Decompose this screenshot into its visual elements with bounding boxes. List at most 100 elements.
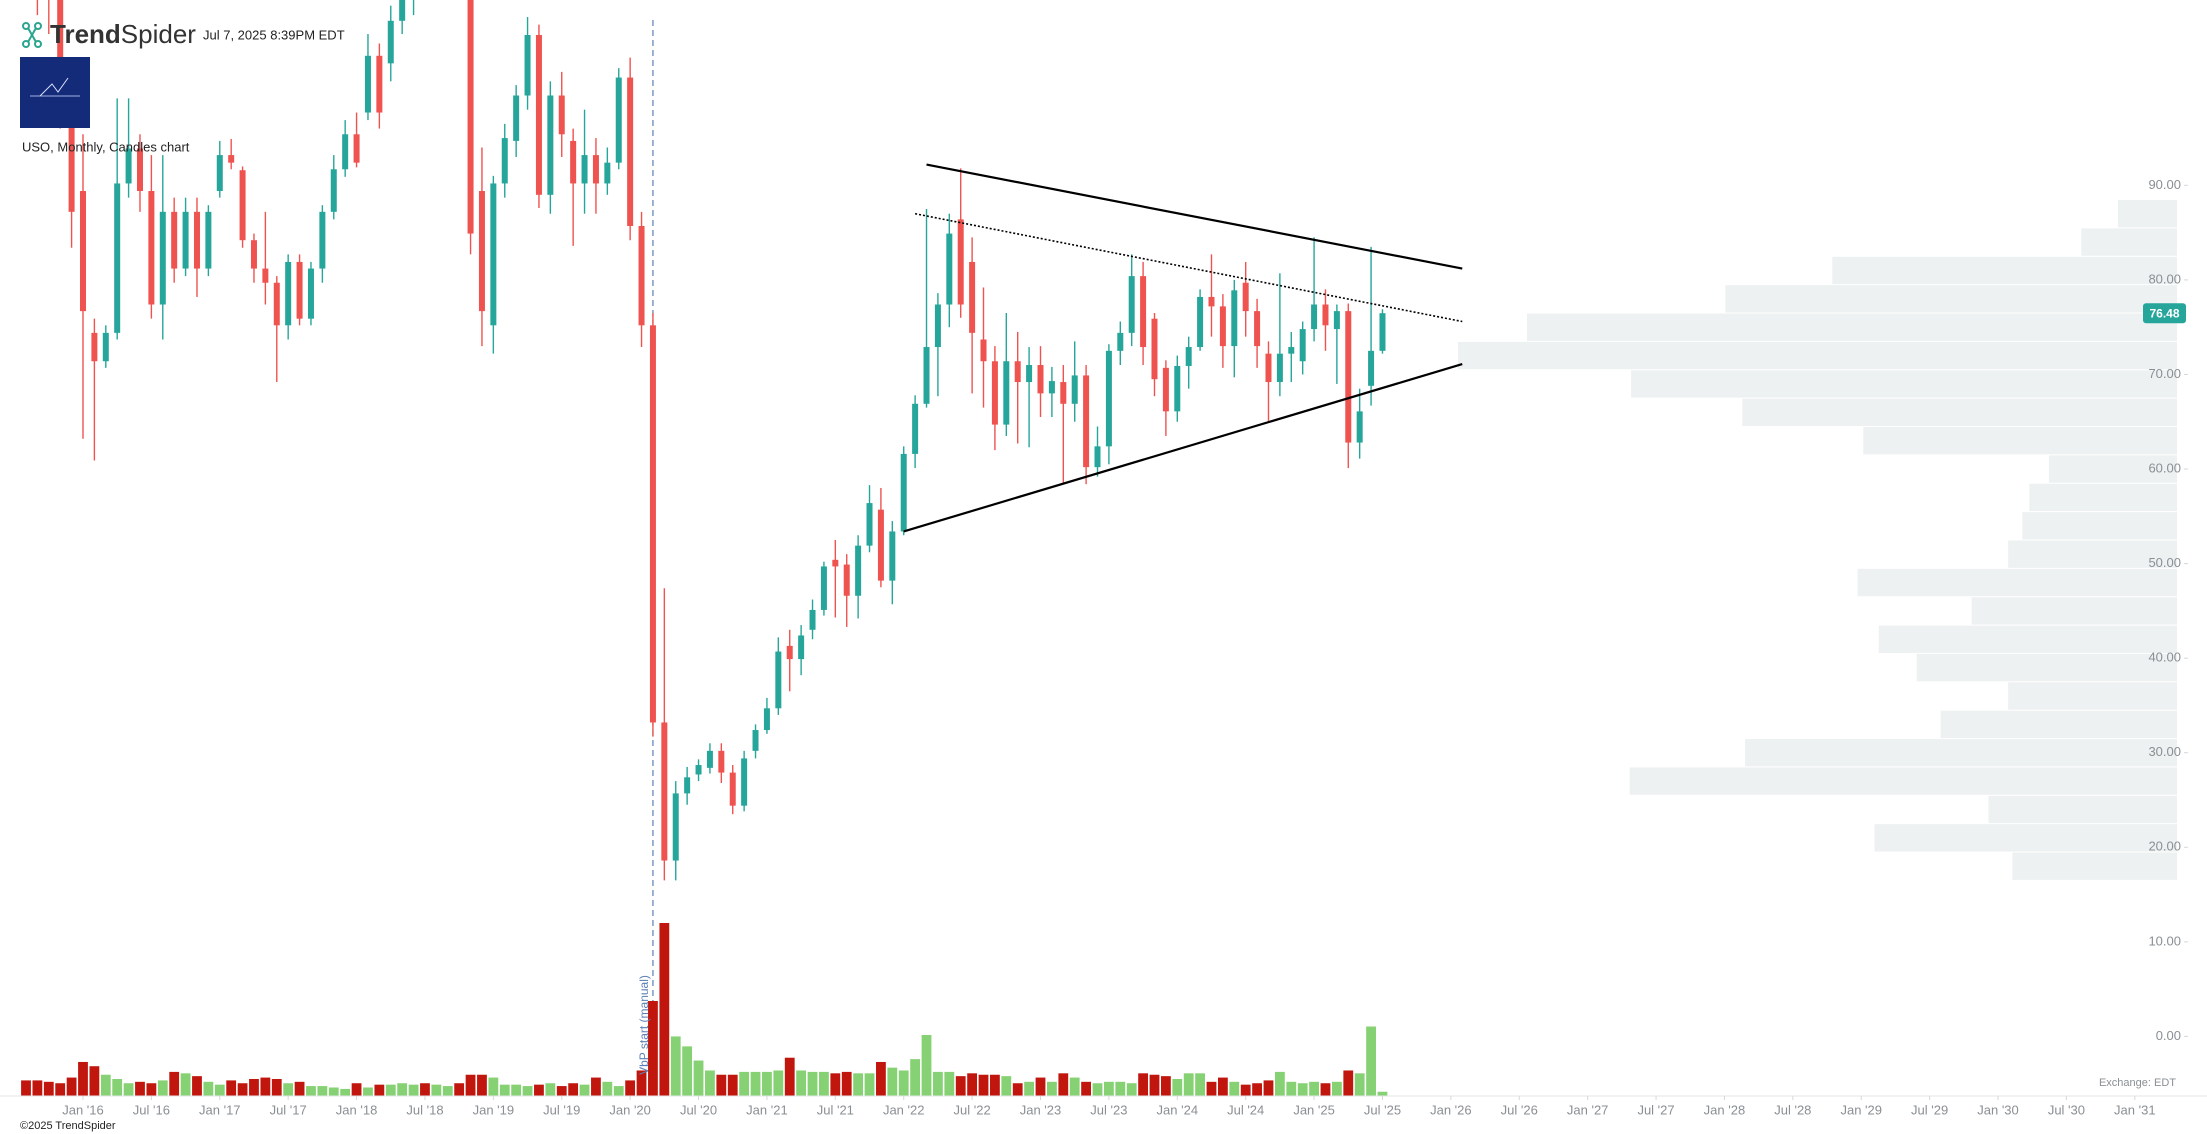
profile-bar (1458, 341, 2177, 370)
volume-bar (146, 1083, 157, 1096)
x-tick-label: Jan '29 (1840, 1102, 1882, 1117)
candle-body (1140, 276, 1147, 348)
volume-bar (1195, 1073, 1205, 1096)
candle-body (1105, 350, 1112, 447)
volume-bar (408, 1084, 419, 1096)
volume-bar (1366, 1026, 1376, 1096)
trend-line (903, 363, 1463, 533)
candle-body (501, 138, 508, 184)
volume-bar (157, 1080, 168, 1096)
exchange: Exchange: EDT (2099, 1077, 2176, 1089)
volume-bar (1297, 1083, 1308, 1096)
candle-body (763, 708, 770, 731)
candle-body (581, 155, 588, 184)
candle-body (547, 95, 554, 195)
volume-bar (203, 1081, 214, 1096)
volume-bar (1103, 1081, 1114, 1096)
price-tag-label: 76.48 (2149, 306, 2179, 320)
candle-body (1162, 367, 1169, 412)
volume-bar (363, 1087, 373, 1096)
candle-body (1345, 311, 1352, 443)
profile-bar (2008, 540, 2177, 568)
volume-bar (955, 1076, 966, 1096)
x-tick-label: Jan '27 (1567, 1102, 1609, 1117)
x-tick-label: Jul '28 (1774, 1102, 1811, 1117)
candle-body (1128, 276, 1135, 333)
candle-body (307, 268, 314, 319)
y-tick-label: 70.00 (2148, 366, 2181, 381)
candle-body (558, 95, 565, 135)
profile-bar (2008, 682, 2177, 710)
candle-body (832, 559, 839, 567)
candle-body (1231, 290, 1238, 347)
candle-body (627, 77, 634, 227)
candle-body (1026, 365, 1033, 383)
volume-bar (921, 1035, 932, 1096)
volume-bar (670, 1036, 681, 1096)
candle-body (513, 95, 520, 141)
candle-body (1356, 411, 1363, 443)
candle-body (934, 304, 941, 348)
candle-body (1242, 282, 1249, 312)
candle-body (467, 0, 474, 234)
candle-body (1254, 311, 1261, 347)
volume-bar (1047, 1081, 1057, 1096)
volume-bar (967, 1073, 978, 1096)
volume-bar (659, 923, 670, 1096)
profile-bar (1742, 398, 2177, 426)
volume-bar (1149, 1074, 1160, 1096)
candle-body (1299, 329, 1306, 362)
volume-bar (876, 1061, 886, 1096)
brand: TrendSpider (50, 19, 196, 49)
volume-bar (477, 1074, 487, 1096)
profile-bar (1940, 710, 2177, 739)
y-tick-label: 50.00 (2148, 555, 2181, 570)
candle-body (877, 509, 884, 581)
y-tick-label: 0.00 (2156, 1028, 2181, 1043)
volume-bar (442, 1086, 453, 1096)
x-tick-label: Jan '31 (2114, 1102, 2156, 1117)
volume-bar (1081, 1081, 1091, 1096)
candle-body (969, 261, 976, 333)
vbp-label: VbP start (manual) (637, 975, 651, 1075)
volume-bar (192, 1076, 202, 1096)
candle-body (1037, 365, 1044, 394)
candle-body (820, 566, 827, 610)
candle-body (649, 325, 656, 723)
brand-icon (22, 22, 42, 48)
volume-bar (716, 1074, 727, 1096)
volume-bar (682, 1046, 693, 1096)
candle-body (638, 226, 645, 326)
candle-body (148, 191, 155, 305)
volume-bar (727, 1074, 738, 1096)
candle-body (159, 211, 166, 305)
profile-bar (2022, 512, 2177, 540)
candle-body (991, 361, 998, 425)
candle-body (68, 85, 75, 212)
volume-bar (21, 1080, 31, 1096)
volume-bar (1024, 1081, 1035, 1096)
x-tick-label: Jul '22 (954, 1102, 991, 1117)
volume-bar (1229, 1081, 1240, 1096)
volume-bar (511, 1084, 522, 1096)
y-tick-label: 30.00 (2148, 744, 2181, 759)
candle-body (889, 531, 896, 581)
candle-body (1333, 311, 1340, 330)
volume-bar (1354, 1073, 1365, 1096)
volume-bar (1263, 1080, 1274, 1096)
brand-bold: Trend (50, 19, 121, 49)
candle-body (980, 339, 987, 362)
candle-body (1151, 318, 1158, 380)
volume-bar (1240, 1084, 1251, 1096)
volume-bar (1217, 1077, 1228, 1096)
volume-bar (568, 1083, 579, 1096)
y-tick-label: 20.00 (2148, 839, 2181, 854)
profile-bar (1878, 625, 2177, 653)
trend-line (914, 212, 1463, 323)
logo-mark (39, 77, 69, 97)
x-tick-label: Jul '25 (1364, 1102, 1401, 1117)
candle-body (319, 211, 326, 269)
volume-bar (1377, 1091, 1388, 1096)
candle-body (1288, 347, 1295, 354)
candle-body (524, 34, 531, 96)
